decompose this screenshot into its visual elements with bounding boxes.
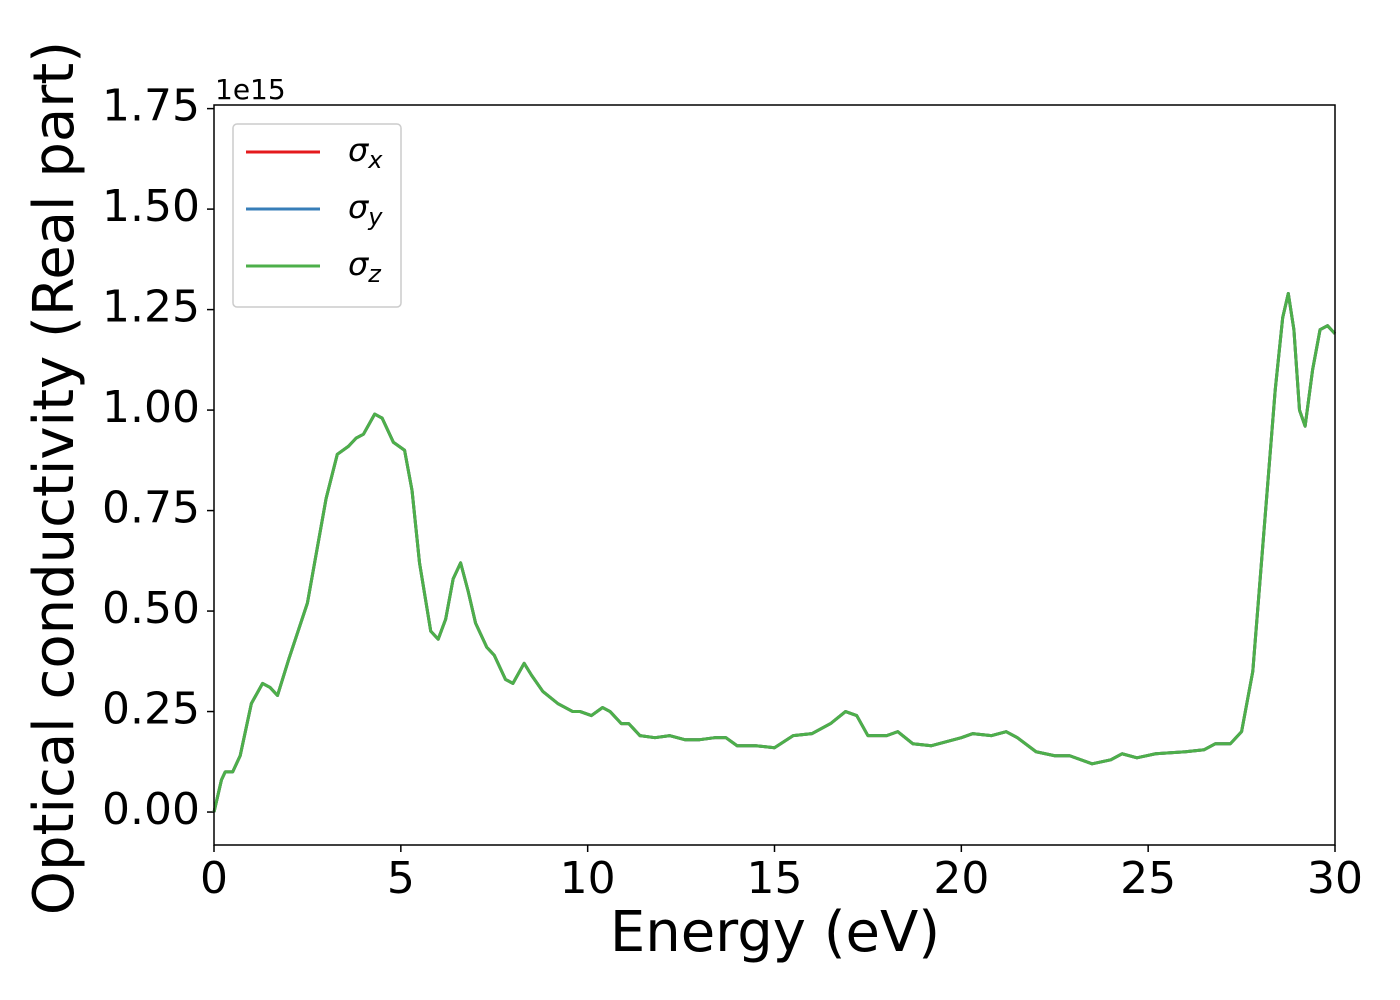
y-tick-label: 1.25 bbox=[102, 282, 200, 333]
y-tick-label: 1.75 bbox=[102, 81, 200, 132]
legend-label: σy bbox=[348, 188, 383, 231]
x-tick-label: 25 bbox=[1120, 853, 1176, 904]
y-tick-label: 1.50 bbox=[102, 181, 200, 232]
legend-box bbox=[232, 123, 402, 308]
y-axis-label: Optical conductivity (Real part) bbox=[22, 41, 87, 915]
y-tick-label: 1.00 bbox=[102, 382, 200, 433]
y-tick-label: 0.25 bbox=[102, 684, 200, 735]
y-tick-label: 0.50 bbox=[102, 583, 200, 634]
plot-frame bbox=[213, 104, 1336, 846]
x-tick-label: 20 bbox=[933, 853, 989, 904]
legend-label: σx bbox=[348, 131, 383, 174]
data-line bbox=[212, 292, 1337, 813]
y-offset-label: 1e15 bbox=[215, 73, 286, 106]
x-tick-label: 30 bbox=[1307, 853, 1363, 904]
x-tick-label: 10 bbox=[560, 853, 616, 904]
y-tick-label: 0.00 bbox=[102, 784, 200, 835]
x-tick-label: 15 bbox=[747, 853, 803, 904]
x-tick-label: 5 bbox=[387, 853, 415, 904]
x-tick-label: 0 bbox=[200, 853, 228, 904]
legend-label: σz bbox=[348, 245, 382, 288]
x-axis-label: Energy (eV) bbox=[610, 900, 940, 965]
y-tick-label: 0.75 bbox=[102, 483, 200, 534]
